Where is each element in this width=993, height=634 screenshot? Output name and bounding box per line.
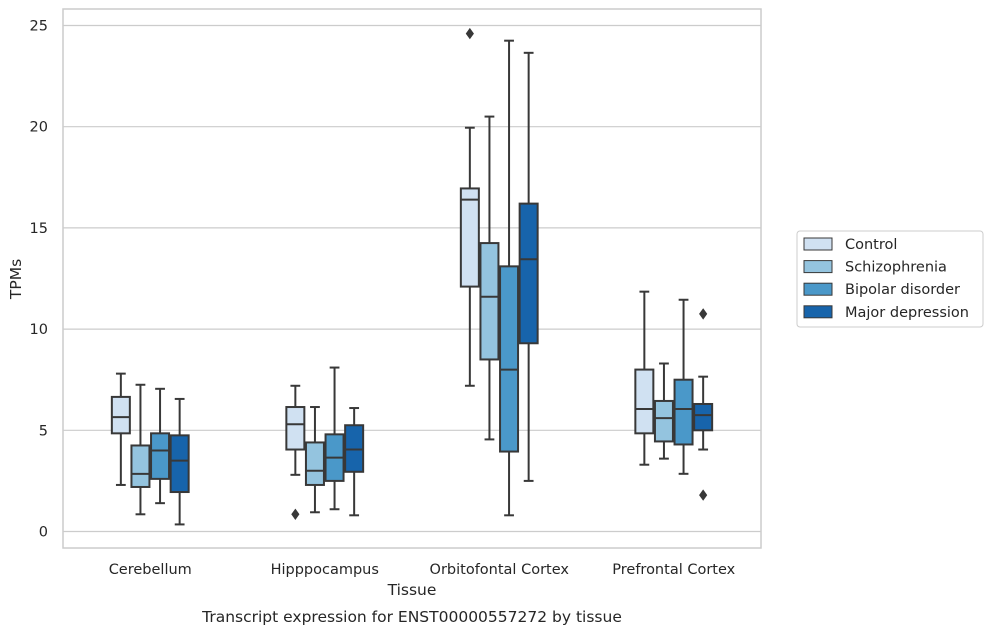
plot-frame — [62, 8, 762, 549]
box-iqr — [479, 242, 500, 361]
box-control — [110, 372, 131, 486]
legend-label: Bipolar disorder — [845, 282, 960, 298]
x-tick-label: Hipppocampus — [271, 562, 379, 578]
box-schizophrenia — [653, 362, 674, 460]
box-schizophrenia — [304, 406, 325, 514]
box-iqr — [518, 202, 539, 345]
y-tick-labels: 0 5 10 15 20 25 — [30, 19, 48, 541]
box-schizophrenia — [130, 383, 151, 516]
box-major-depression — [518, 51, 539, 482]
chart-caption: Transcript expression for ENST0000055727… — [201, 608, 622, 626]
box-iqr — [169, 434, 190, 494]
box-series — [110, 27, 714, 526]
box-control — [459, 27, 480, 387]
x-tick-label: Cerebellum — [109, 562, 192, 578]
legend-items: Control Schizophrenia Bipolar disorder Majo… — [803, 237, 969, 321]
box-iqr — [304, 441, 325, 486]
y-tick-label: 10 — [30, 322, 48, 338]
box-iqr — [110, 395, 131, 435]
box-iqr — [459, 187, 480, 288]
box-control — [634, 290, 655, 466]
box-bipolar-disorder — [150, 387, 171, 505]
legend-swatch — [803, 305, 833, 319]
box-iqr — [673, 378, 694, 446]
box-iqr — [693, 402, 714, 432]
box-major-depression — [693, 308, 714, 501]
box-major-depression — [344, 407, 365, 517]
box-major-depression — [169, 397, 190, 526]
box-iqr — [344, 424, 365, 473]
box-iqr — [130, 444, 151, 488]
y-tick-label: 5 — [39, 423, 48, 439]
y-tick-label: 15 — [30, 221, 48, 237]
x-tick-label: Orbitofontal Cortex — [430, 562, 570, 578]
y-tick-label: 25 — [30, 19, 48, 35]
y-axis-label: TPMs — [7, 259, 25, 300]
box-bipolar-disorder — [673, 298, 694, 475]
box-iqr — [499, 265, 520, 453]
x-tick-labels: Cerebellum Hipppocampus Orbitofontal Corte… — [109, 562, 736, 578]
x-axis-label: Tissue — [387, 581, 437, 599]
box-iqr — [634, 368, 655, 435]
box-control — [285, 384, 306, 520]
legend-swatch — [803, 282, 833, 296]
box-schizophrenia — [479, 115, 500, 441]
box-iqr — [285, 406, 306, 451]
x-tick-label: Prefrontal Cortex — [612, 562, 735, 578]
legend: Control Schizophrenia Bipolar disorder Majo… — [796, 230, 984, 328]
outlier-point — [465, 27, 474, 40]
y-tick-label: 0 — [39, 525, 48, 541]
legend-label: Control — [845, 237, 897, 253]
legend-swatch — [803, 260, 833, 274]
legend-label: Major depression — [845, 305, 969, 321]
outlier-point — [699, 308, 708, 320]
box-bipolar-disorder — [499, 39, 520, 517]
legend-frame — [796, 230, 984, 328]
legend-label: Schizophrenia — [845, 260, 947, 276]
legend-swatch — [803, 237, 833, 251]
box-iqr — [653, 399, 674, 443]
outlier-point — [699, 489, 708, 501]
outlier-point — [291, 508, 300, 520]
box-bipolar-disorder — [324, 366, 345, 511]
y-tick-label: 20 — [30, 120, 48, 136]
box-iqr — [150, 432, 171, 480]
